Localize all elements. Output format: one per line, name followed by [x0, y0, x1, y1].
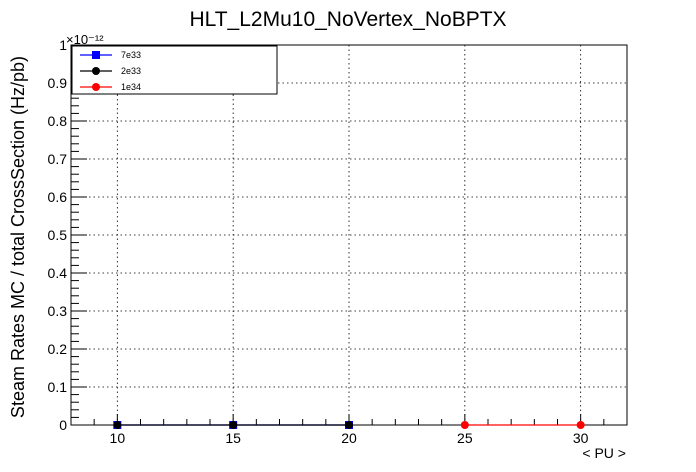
data-point-1e34 — [576, 421, 585, 429]
y-tick-label: 0.4 — [48, 265, 68, 281]
legend-label-7e33: 7e33 — [121, 50, 141, 60]
legend-label-1e34: 1e34 — [121, 82, 141, 92]
data-point-2e33 — [345, 421, 353, 429]
x-axis-label: < PU > — [582, 445, 626, 461]
legend: 7e33 2e33 1e34 — [71, 45, 278, 95]
y-tick-label: 0.8 — [48, 113, 68, 129]
y-axis-label: Steam Rates MC / total CrossSection (Hz/… — [8, 56, 28, 418]
y-tick-label: 1 — [59, 37, 67, 53]
x-tick-label: 25 — [457, 430, 473, 446]
chart-title: HLT_L2Mu10_NoVertex_NoBPTX — [189, 8, 506, 31]
data-point-2e33 — [113, 421, 122, 429]
legend-marker-2e33 — [92, 67, 100, 75]
legend-marker-1e34 — [92, 83, 100, 91]
legend-marker-7e33 — [92, 51, 100, 59]
y-tick-label: 0.7 — [48, 151, 68, 167]
legend-box — [71, 45, 278, 95]
y-tick-label: 0.6 — [48, 189, 68, 205]
y-tick-label: 0 — [59, 417, 67, 433]
y-tick-label: 0.5 — [48, 227, 68, 243]
y-tick-label: 0.1 — [48, 379, 68, 395]
y-tick-label: 0.2 — [48, 341, 68, 357]
data-point-1e34 — [460, 421, 469, 429]
x-tick-label: 30 — [573, 430, 589, 446]
legend-label-2e33: 2e33 — [121, 66, 141, 76]
x-tick-label: 20 — [341, 430, 357, 446]
data-series — [113, 421, 585, 429]
data-point-2e33 — [229, 421, 238, 429]
y-tick-label: 0.9 — [48, 75, 68, 91]
y-tick-label: 0.3 — [48, 303, 68, 319]
y-exponent-label: ×10⁻¹² — [66, 32, 104, 47]
x-tick-label: 10 — [110, 430, 126, 446]
x-tick-label: 15 — [225, 430, 241, 446]
grid-lines — [71, 44, 627, 425]
